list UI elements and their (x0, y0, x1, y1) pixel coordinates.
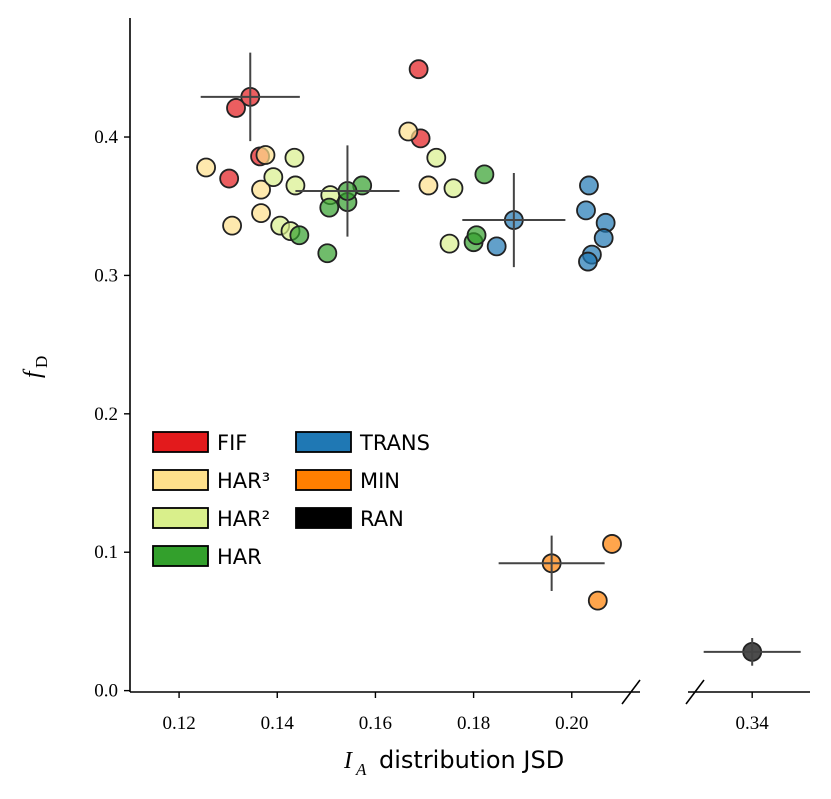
x-tick-label: 0.34 (736, 713, 770, 734)
scatter-point (578, 251, 598, 272)
legend-swatch (295, 507, 352, 529)
y-axis-label: fD (20, 356, 51, 378)
axis-break (685, 679, 705, 705)
y-tick-label: 0.2 (94, 404, 118, 425)
legend-swatch (295, 469, 352, 491)
legend-label: HAR³ (217, 469, 270, 493)
scatter-point (255, 145, 276, 165)
x-tick-label: 0.20 (555, 713, 588, 734)
scatter-point (251, 179, 271, 200)
legend-label: HAR (217, 545, 262, 569)
scatter-point (219, 168, 240, 189)
scatter-point (418, 175, 439, 196)
legend-label: RAN (360, 507, 404, 531)
legend-label: TRANS (359, 431, 430, 455)
scatter-point (251, 203, 271, 224)
scatter-point (289, 225, 310, 246)
legend-swatch (152, 431, 209, 453)
x-tick-label: 0.12 (162, 713, 195, 734)
scatter-point (443, 178, 464, 199)
scatter-point (319, 197, 340, 218)
scatter-point (226, 98, 246, 118)
y-label-group: fD (20, 356, 51, 378)
y-tick-label: 0.3 (94, 265, 118, 286)
scatter-point (285, 175, 306, 196)
legend-label: MIN (360, 469, 400, 493)
y-label-symbol: f (20, 368, 46, 378)
y-tick-label: 0.4 (94, 127, 118, 148)
scatter-point (284, 147, 305, 168)
x-label-symbol: I (343, 748, 353, 774)
scatter-point (222, 215, 242, 236)
scatter-point (263, 167, 284, 188)
scatter-point (317, 243, 338, 264)
y-tick-label: 0.0 (94, 681, 118, 702)
scatter-point (474, 164, 495, 185)
x-tick-label: 0.16 (359, 713, 392, 734)
scatter-point (398, 121, 419, 142)
scatter-point (486, 236, 507, 257)
scatter-point (579, 175, 599, 196)
axis-break (621, 679, 641, 705)
scatter-point (439, 233, 460, 254)
legend-swatch (152, 545, 209, 567)
scatter-point (466, 225, 487, 246)
scatter-point (593, 228, 614, 248)
scatter-point (426, 147, 447, 168)
legend-label: FIF (217, 431, 247, 455)
scatter-point (408, 59, 429, 80)
x-label-subscript: A (355, 760, 367, 779)
x-tick-label: 0.18 (457, 713, 490, 734)
scatter-point (576, 200, 596, 221)
scatter-point (196, 157, 216, 178)
scatter-point (602, 534, 622, 554)
legend-swatch (152, 469, 209, 491)
x-label-text: distribution JSD (379, 746, 564, 774)
y-tick-label: 0.1 (94, 542, 118, 563)
x-tick-label: 0.14 (261, 713, 295, 734)
legend-label: HAR² (217, 507, 270, 531)
scatter-point (587, 590, 608, 611)
legend-swatch (295, 431, 352, 453)
legend-swatch (152, 507, 209, 529)
y-label-subscript: D (32, 356, 51, 368)
